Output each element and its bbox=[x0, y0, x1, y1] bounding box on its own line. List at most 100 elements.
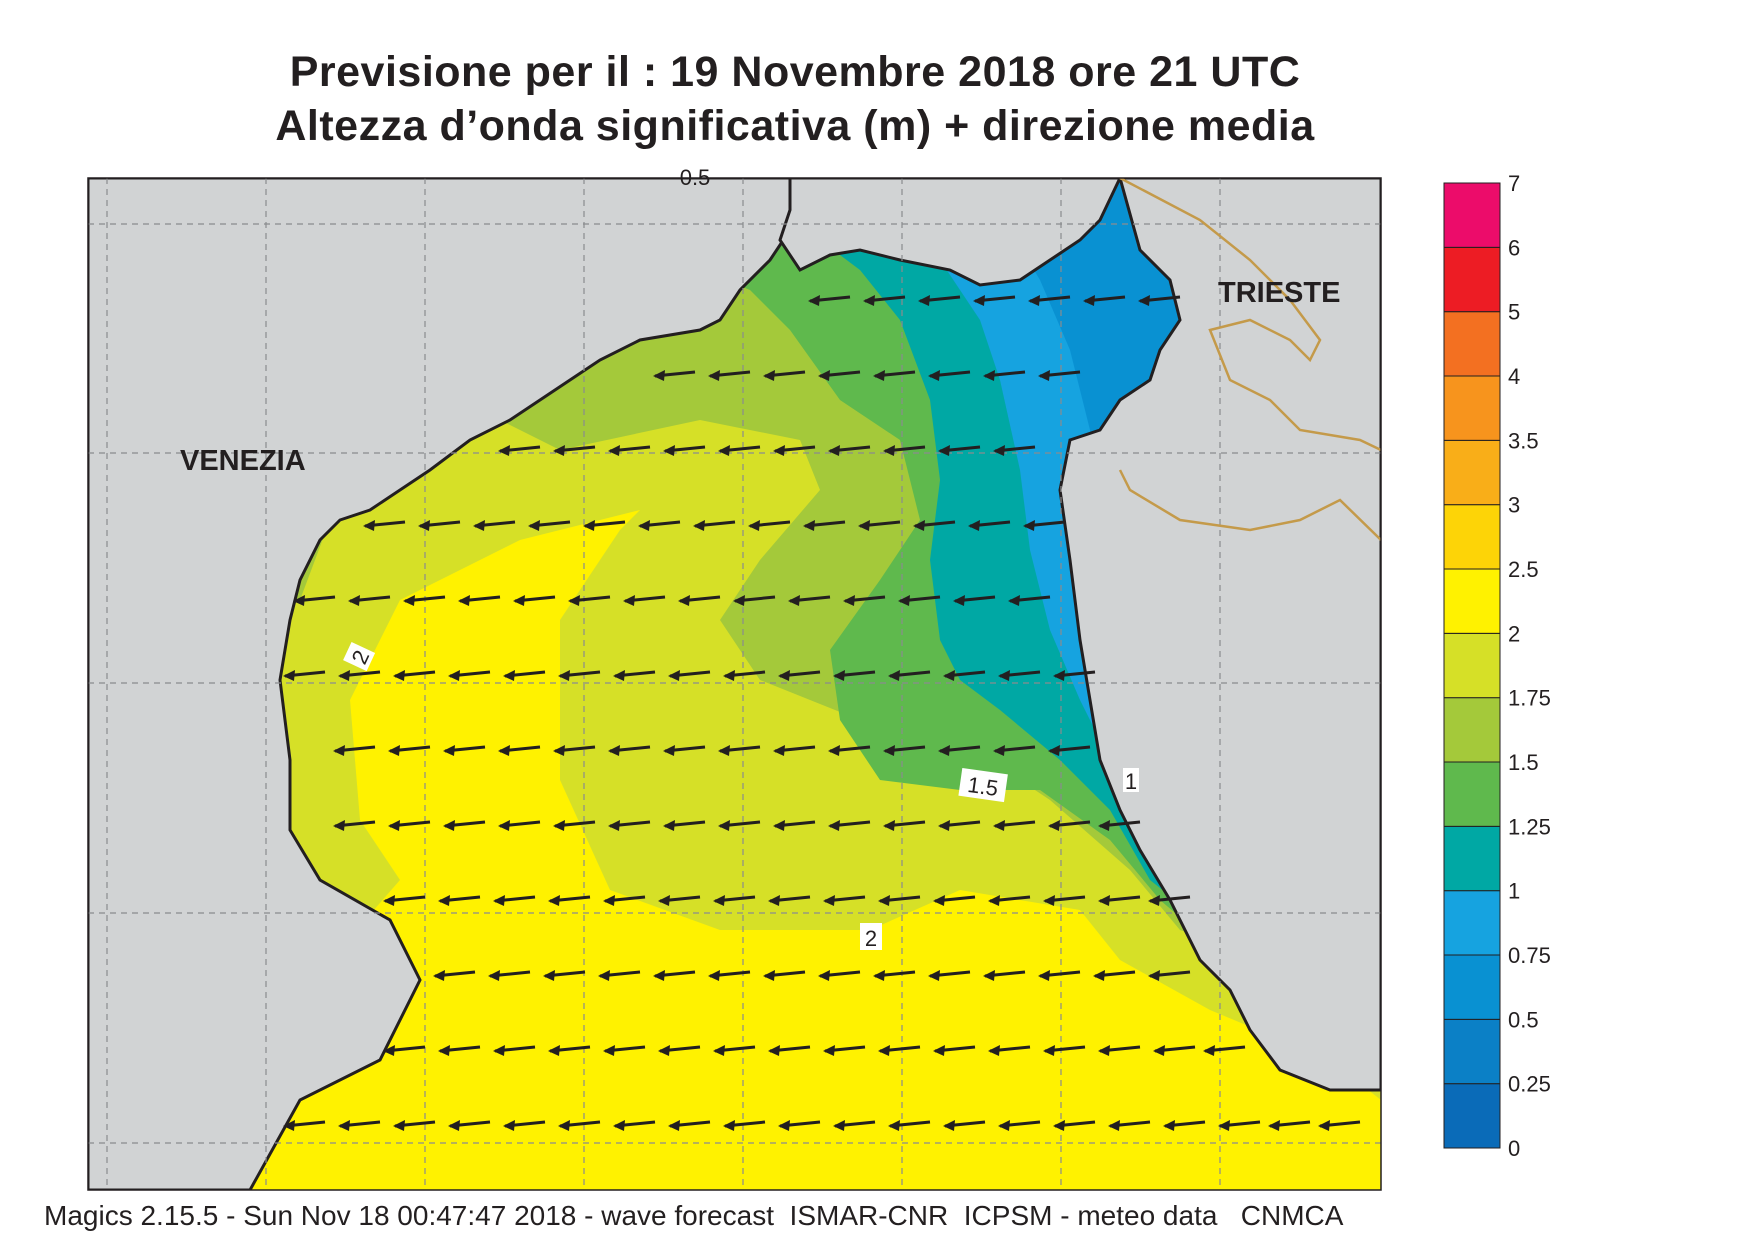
colorbar-tick-label: 3.5 bbox=[1508, 428, 1539, 453]
city-label-venezia: VENEZIA bbox=[180, 445, 306, 477]
wave-arrow bbox=[338, 670, 381, 681]
wave-arrow bbox=[658, 895, 701, 906]
wave-arrow bbox=[873, 970, 916, 981]
wave-arrow bbox=[493, 895, 536, 906]
wave-arrow bbox=[293, 595, 336, 606]
wave-arrow bbox=[448, 670, 491, 681]
wave-arrow bbox=[598, 970, 641, 981]
wave-arrow bbox=[503, 1120, 546, 1131]
wave-arrow bbox=[553, 745, 596, 756]
wave-arrow bbox=[993, 745, 1036, 756]
wave-arrow bbox=[768, 1045, 811, 1056]
colorbar-tick-label: 1.25 bbox=[1508, 814, 1551, 839]
colorbar-tick-label: 0.75 bbox=[1508, 943, 1551, 968]
wave-arrow bbox=[443, 745, 486, 756]
wave-arrow bbox=[1098, 1045, 1141, 1056]
colorbar-swatch bbox=[1443, 246, 1501, 313]
wave-arrow bbox=[723, 1120, 766, 1131]
wave-arrow bbox=[1148, 895, 1191, 906]
wave-arrow bbox=[953, 595, 996, 606]
wave-arrow bbox=[693, 520, 736, 531]
wave-arrow bbox=[773, 820, 816, 831]
wave-arrow bbox=[938, 745, 981, 756]
wave-arrow bbox=[338, 1120, 381, 1131]
wave-arrow bbox=[993, 820, 1036, 831]
wave-arrow bbox=[968, 520, 1011, 531]
wave-arrow bbox=[558, 670, 601, 681]
wave-arrow bbox=[803, 520, 846, 531]
wave-arrow bbox=[858, 520, 901, 531]
wave-arrow bbox=[1268, 1120, 1311, 1131]
wave-arrow bbox=[863, 295, 906, 306]
wave-arrow bbox=[788, 595, 831, 606]
wave-arrow bbox=[1093, 970, 1136, 981]
wave-arrow bbox=[663, 745, 706, 756]
wave-arrow bbox=[393, 670, 436, 681]
wave-arrow bbox=[778, 1120, 821, 1131]
wave-arrow bbox=[983, 970, 1026, 981]
wave-arrow bbox=[773, 445, 816, 456]
wave-arrow bbox=[943, 670, 986, 681]
wave-arrow bbox=[1203, 1045, 1246, 1056]
wave-arrow bbox=[603, 1045, 646, 1056]
colorbar-swatch bbox=[1443, 1018, 1501, 1085]
wave-arrow bbox=[613, 1120, 656, 1131]
wave-arrow bbox=[448, 1120, 491, 1131]
wave-arrow bbox=[1083, 295, 1126, 306]
wave-arrow bbox=[663, 445, 706, 456]
colorbar-swatch bbox=[1443, 890, 1501, 956]
wave-direction-arrows bbox=[283, 295, 1361, 1131]
wave-arrow bbox=[438, 895, 481, 906]
wave-arrow bbox=[918, 295, 961, 306]
wave-arrow bbox=[833, 670, 876, 681]
colorbar-swatch bbox=[1443, 568, 1501, 634]
colorbar-swatch bbox=[1443, 954, 1501, 1020]
wave-arrow bbox=[488, 970, 531, 981]
wave-arrow bbox=[553, 445, 596, 456]
wave-arrow bbox=[818, 370, 861, 381]
wave-arrow bbox=[1218, 1120, 1261, 1131]
wave-arrow bbox=[708, 370, 751, 381]
wave-arrow bbox=[913, 520, 956, 531]
colorbar-swatch bbox=[1443, 439, 1501, 506]
colorbar-tick-label: 1 bbox=[1508, 879, 1520, 904]
wave-arrow bbox=[708, 970, 751, 981]
wave-arrow bbox=[513, 595, 556, 606]
colorbar-swatch bbox=[1443, 375, 1501, 441]
colorbar-tick-label: 0.5 bbox=[1508, 1007, 1539, 1032]
wave-arrow bbox=[1038, 370, 1081, 381]
wave-arrow bbox=[993, 445, 1036, 456]
wave-arrow bbox=[333, 745, 376, 756]
colorbar-swatch bbox=[1443, 504, 1501, 570]
colorbar-swatch bbox=[1443, 311, 1501, 377]
wave-arrow bbox=[658, 1045, 701, 1056]
wave-arrow bbox=[433, 970, 476, 981]
wave-arrow bbox=[718, 745, 761, 756]
wave-arrow bbox=[623, 595, 666, 606]
colorbar-tick-label: 2.5 bbox=[1508, 557, 1539, 582]
land-west bbox=[88, 178, 823, 1190]
contour-label-1-5: 1.5 bbox=[966, 772, 1000, 801]
wave-arrow bbox=[1053, 670, 1096, 681]
wave-arrow bbox=[443, 820, 486, 831]
wave-arrow bbox=[1163, 1120, 1206, 1131]
wave-arrow bbox=[668, 670, 711, 681]
wave-arrow bbox=[823, 1045, 866, 1056]
wave-arrow bbox=[723, 670, 766, 681]
wave-arrow bbox=[1028, 295, 1071, 306]
border-line bbox=[1118, 178, 1381, 541]
wave-arrow bbox=[773, 745, 816, 756]
wave-arrow bbox=[938, 445, 981, 456]
colorbar-swatch bbox=[1443, 697, 1501, 763]
graticule bbox=[88, 178, 1381, 1190]
wave-arrow bbox=[1043, 895, 1086, 906]
wave-arrow bbox=[383, 1045, 426, 1056]
wave-arrow bbox=[388, 820, 431, 831]
wave-arrow bbox=[713, 895, 756, 906]
wave-arrow bbox=[1138, 295, 1181, 306]
wave-arrow bbox=[928, 970, 971, 981]
wave-arrow bbox=[828, 820, 871, 831]
wave-arrow bbox=[818, 970, 861, 981]
wave-arrow bbox=[503, 670, 546, 681]
wave-arrow bbox=[668, 1120, 711, 1131]
